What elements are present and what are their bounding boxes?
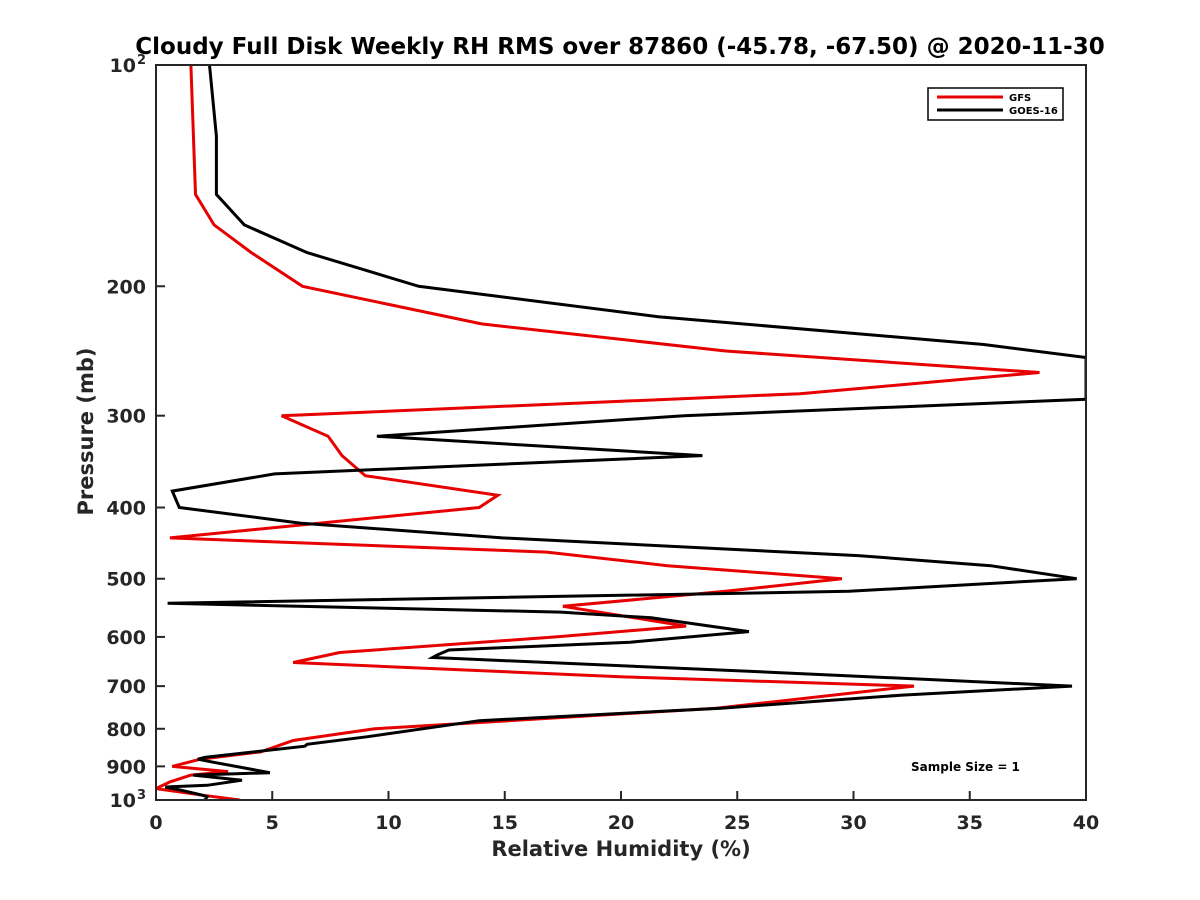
x-tick-label: 10: [375, 812, 401, 834]
legend: GFS GOES-16: [927, 87, 1064, 121]
y-axis-label: Pressure (mb): [74, 348, 98, 516]
y-tick-label: 900: [106, 756, 146, 778]
y-tick-label: 200: [106, 276, 146, 298]
series-line-gfs: [156, 64, 1040, 801]
y-tick-exponent: 2: [137, 53, 146, 68]
x-tick-label: 25: [724, 812, 750, 834]
y-tick-label: 600: [106, 627, 146, 649]
x-axis: 0 5 10 15 20 25 30 35 40: [149, 791, 1099, 834]
y-tick-label: 400: [106, 498, 146, 520]
legend-label-gfs: GFS: [1009, 93, 1031, 104]
y-tick-exponent: 3: [137, 788, 146, 803]
y-tick-label: 800: [106, 719, 146, 741]
y-tick-label: 300: [106, 406, 146, 428]
y-tick-label: 10: [110, 55, 136, 77]
x-tick-label: 20: [608, 812, 634, 834]
x-tick-label: 40: [1073, 812, 1099, 834]
x-tick-label: 30: [840, 812, 866, 834]
y-tick-label: 500: [106, 569, 146, 591]
legend-label-goes-16: GOES-16: [1009, 106, 1058, 117]
sample-size-annotation: Sample Size = 1: [911, 760, 1020, 774]
x-axis-label: Relative Humidity (%): [491, 837, 750, 861]
chart-title: Cloudy Full Disk Weekly RH RMS over 8786…: [135, 34, 1104, 60]
legend-box: [927, 87, 1064, 121]
x-tick-label: 35: [957, 812, 983, 834]
x-tick-label: 15: [492, 812, 518, 834]
y-tick-label: 700: [106, 676, 146, 698]
y-tick-label: 10: [110, 790, 136, 812]
x-tick-label: 5: [266, 812, 279, 834]
x-tick-label: 0: [149, 812, 162, 834]
